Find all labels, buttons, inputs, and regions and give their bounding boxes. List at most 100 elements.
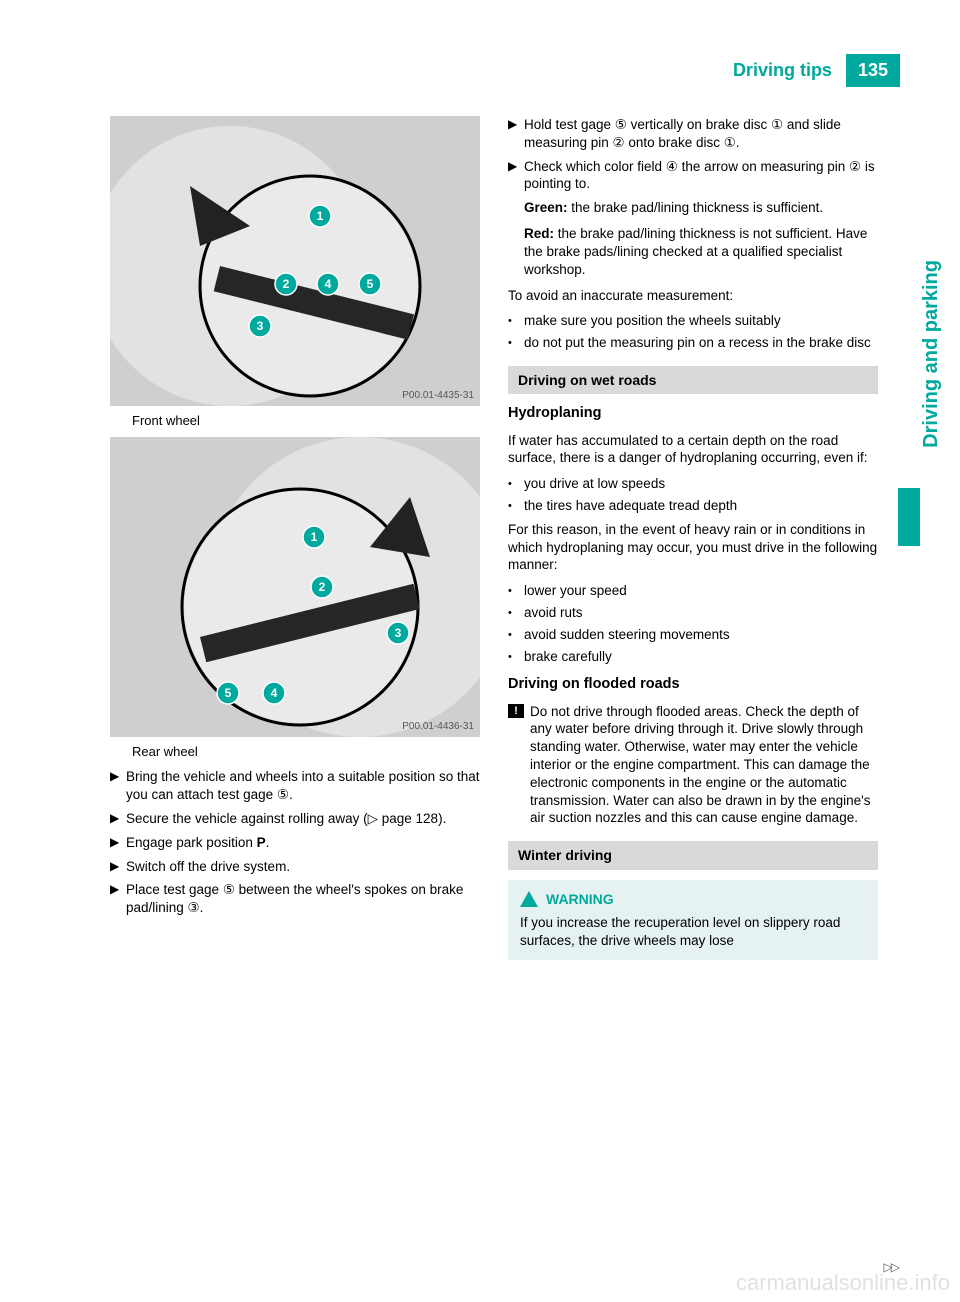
rear-wheel-svg: 1 2 3 5 4 bbox=[110, 437, 480, 737]
color-result-red: Red: the brake pad/lining thickness is n… bbox=[524, 225, 878, 278]
list-item: ▶Secure the vehicle against rolling away… bbox=[110, 810, 480, 828]
step-text: Hold test gage ⑤ vertically on brake dis… bbox=[524, 116, 878, 152]
section-wet-roads: Driving on wet roads bbox=[508, 366, 878, 394]
svg-text:4: 4 bbox=[271, 686, 278, 700]
list-item: ▶Bring the vehicle and wheels into a sui… bbox=[110, 768, 480, 804]
section-winter-driving: Winter driving bbox=[508, 841, 878, 869]
sub-heading-flooded: Driving on flooded roads bbox=[508, 675, 878, 694]
front-marker-5: 5 bbox=[359, 273, 381, 295]
watermark: carmanualsonline.info bbox=[736, 1270, 950, 1296]
side-tab-label: Driving and parking bbox=[920, 260, 943, 448]
bullet-icon: • bbox=[508, 626, 524, 644]
step-icon: ▶ bbox=[110, 834, 126, 852]
list-item: ▶Place test gage ⑤ between the wheel's s… bbox=[110, 881, 480, 917]
flood-note-text: Do not drive through flooded areas. Chec… bbox=[530, 703, 878, 828]
warning-box: WARNING If you increase the recuperation… bbox=[508, 880, 878, 960]
front-marker-4: 4 bbox=[317, 273, 339, 295]
svg-text:5: 5 bbox=[367, 277, 374, 291]
step-icon: ▶ bbox=[110, 881, 126, 917]
important-icon: ! bbox=[508, 704, 524, 718]
warning-text: If you increase the recuperation level o… bbox=[520, 914, 866, 950]
right-column: ▶Hold test gage ⑤ vertically on brake di… bbox=[508, 116, 878, 960]
step-text: Check which color field ④ the arrow on m… bbox=[524, 158, 878, 194]
step-text: Secure the vehicle against rolling away … bbox=[126, 810, 480, 828]
bullet-icon: • bbox=[508, 648, 524, 666]
bullet-text: make sure you position the wheels suitab… bbox=[524, 312, 781, 330]
list-item: •brake carefully bbox=[508, 648, 878, 666]
side-tab-block bbox=[898, 488, 920, 546]
front-wheel-svg: 1 2 4 5 3 bbox=[110, 116, 480, 406]
rear-marker-2: 2 bbox=[311, 576, 333, 598]
step-icon: ▶ bbox=[110, 810, 126, 828]
figure-front-caption: Front wheel bbox=[132, 412, 480, 429]
avoid-intro: To avoid an inaccurate measurement: bbox=[508, 287, 878, 305]
list-item: •make sure you position the wheels suita… bbox=[508, 312, 878, 330]
page-header: Driving tips 135 bbox=[733, 54, 900, 87]
bullet-text: avoid sudden steering movements bbox=[524, 626, 730, 644]
front-marker-2: 2 bbox=[275, 273, 297, 295]
step-icon: ▶ bbox=[110, 768, 126, 804]
list-item: •do not put the measuring pin on a reces… bbox=[508, 334, 878, 352]
figure-rear-caption: Rear wheel bbox=[132, 743, 480, 760]
list-item: ▶Switch off the drive system. bbox=[110, 858, 480, 876]
bullet-icon: • bbox=[508, 475, 524, 493]
figure-rear-wheel: 1 2 3 5 4 P00.01-4436-31 bbox=[110, 437, 480, 737]
bullet-text: avoid ruts bbox=[524, 604, 583, 622]
left-column: 1 2 4 5 3 P00.01-4435-31 Front wheel bbox=[110, 116, 480, 960]
svg-text:2: 2 bbox=[319, 580, 326, 594]
sub-heading-hydroplaning: Hydroplaning bbox=[508, 404, 878, 423]
green-text: the brake pad/lining thickness is suffic… bbox=[568, 200, 824, 215]
bullet-text: brake carefully bbox=[524, 648, 612, 666]
svg-text:3: 3 bbox=[395, 626, 402, 640]
rear-marker-5: 5 bbox=[217, 682, 239, 704]
bullet-icon: • bbox=[508, 582, 524, 600]
warning-label: WARNING bbox=[546, 890, 614, 908]
front-marker-1: 1 bbox=[309, 205, 331, 227]
green-label: Green: bbox=[524, 200, 568, 215]
list-item: •you drive at low speeds bbox=[508, 475, 878, 493]
figure-front-code: P00.01-4435-31 bbox=[402, 389, 474, 402]
svg-text:5: 5 bbox=[225, 686, 232, 700]
header-page-number: 135 bbox=[846, 54, 900, 87]
bullet-text: you drive at low speeds bbox=[524, 475, 665, 493]
step-text: Bring the vehicle and wheels into a suit… bbox=[126, 768, 480, 804]
svg-text:3: 3 bbox=[257, 319, 264, 333]
red-label: Red: bbox=[524, 226, 554, 241]
bullet-text: do not put the measuring pin on a recess… bbox=[524, 334, 871, 352]
svg-text:1: 1 bbox=[317, 209, 324, 223]
bullet-text: the tires have adequate tread depth bbox=[524, 497, 737, 515]
rear-marker-4: 4 bbox=[263, 682, 285, 704]
svg-text:4: 4 bbox=[325, 277, 332, 291]
figure-front-wheel: 1 2 4 5 3 P00.01-4435-31 bbox=[110, 116, 480, 406]
front-marker-3: 3 bbox=[249, 315, 271, 337]
step-icon: ▶ bbox=[110, 858, 126, 876]
hydro-mid: For this reason, in the event of heavy r… bbox=[508, 521, 878, 574]
page: Driving tips 135 Driving and parking 1 2 bbox=[0, 0, 960, 1302]
list-item: •avoid ruts bbox=[508, 604, 878, 622]
hydro-intro: If water has accumulated to a certain de… bbox=[508, 432, 878, 468]
step-text: Switch off the drive system. bbox=[126, 858, 480, 876]
step-icon: ▶ bbox=[508, 158, 524, 194]
color-result-green: Green: the brake pad/lining thickness is… bbox=[524, 199, 878, 217]
flood-note: ! Do not drive through flooded areas. Ch… bbox=[508, 703, 878, 828]
svg-text:2: 2 bbox=[283, 277, 290, 291]
step-icon: ▶ bbox=[508, 116, 524, 152]
step-text: Engage park position P. bbox=[126, 834, 480, 852]
list-item: •the tires have adequate tread depth bbox=[508, 497, 878, 515]
list-item: ▶Check which color field ④ the arrow on … bbox=[508, 158, 878, 194]
list-item: ▶Engage park position P. bbox=[110, 834, 480, 852]
bullet-icon: • bbox=[508, 312, 524, 330]
list-item: •lower your speed bbox=[508, 582, 878, 600]
rear-marker-1: 1 bbox=[303, 526, 325, 548]
bullet-icon: • bbox=[508, 334, 524, 352]
figure-rear-code: P00.01-4436-31 bbox=[402, 720, 474, 733]
red-text: the brake pad/lining thickness is not su… bbox=[524, 226, 867, 277]
warning-icon bbox=[520, 891, 538, 907]
bullet-icon: • bbox=[508, 497, 524, 515]
warning-header: WARNING bbox=[520, 890, 866, 908]
bullet-text: lower your speed bbox=[524, 582, 627, 600]
rear-marker-3: 3 bbox=[387, 622, 409, 644]
list-item: •avoid sudden steering movements bbox=[508, 626, 878, 644]
step-text: Place test gage ⑤ between the wheel's sp… bbox=[126, 881, 480, 917]
bullet-icon: • bbox=[508, 604, 524, 622]
